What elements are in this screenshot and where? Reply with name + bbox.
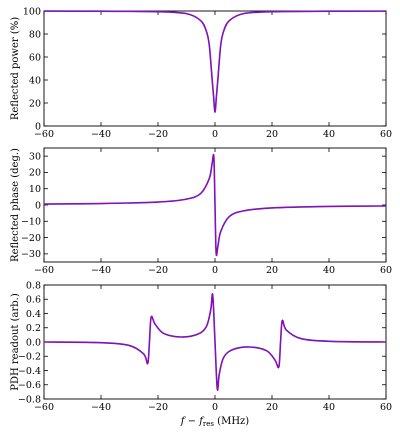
x-axis-label: f − fres (MHz) (180, 416, 250, 428)
y-tick-label-20: 20 (29, 168, 41, 179)
y-tick-label-0: 0 (35, 121, 41, 132)
series-line-shadow (43, 10, 387, 113)
panel-reflected-phase: −60 −40 −20 0 20 40 60 −30 −20 −10 0 10 20 30 Reflecte… (10, 147, 392, 276)
y-axis-label: Reflected phase (deg.) (10, 148, 21, 262)
x-tick-label-60: 60 (380, 402, 392, 413)
y-tick-label-0: 0 (35, 200, 41, 211)
x-tick-label-minus-60: −60 (34, 129, 54, 140)
x-tick-label-20: 20 (266, 402, 278, 413)
y-axis-label: PDH readout (arb.) (10, 293, 21, 391)
y-tick-label-0-4: 0.4 (26, 309, 41, 320)
y-tick-label-minus-10: −10 (21, 217, 41, 228)
y-tick-label-0-2: 0.2 (26, 323, 41, 334)
y-tick-label-minus-30: −30 (21, 249, 41, 260)
y-tick-label-minus-0-2: −0.2 (18, 352, 41, 363)
y-tick-label-60: 60 (29, 52, 41, 63)
x-tick-label-minus-20: −20 (148, 129, 168, 140)
x-tick-label-40: 40 (323, 402, 335, 413)
x-tick-label-minus-40: −40 (91, 402, 111, 413)
x-tick-label-40: 40 (323, 129, 335, 140)
y-tick-label-0-6: 0.6 (26, 295, 41, 306)
y-tick-label-0-0: 0.0 (26, 337, 41, 348)
y-tick-label-minus-0-6: −0.6 (18, 380, 41, 391)
y-axis-label: Reflected power (%) (10, 17, 21, 120)
x-tick-label-minus-60: −60 (34, 265, 54, 276)
x-tick-label-20: 20 (266, 265, 278, 276)
x-tick-label-minus-40: −40 (91, 129, 111, 140)
x-tick-label-20: 20 (266, 129, 278, 140)
x-tick-label-minus-20: −20 (148, 265, 168, 276)
y-tick-label-80: 80 (29, 29, 41, 40)
y-tick-label-minus-0-8: −0.8 (18, 394, 41, 405)
y-tick-label-40: 40 (29, 75, 41, 86)
y-tick-label-10: 10 (29, 184, 41, 195)
y-tick-label-minus-0-4: −0.4 (18, 366, 41, 377)
y-tick-label-30: 30 (29, 151, 41, 162)
series-line-0 (43, 154, 387, 256)
x-tick-label-60: 60 (380, 265, 392, 276)
y-tick-label-100: 100 (23, 6, 41, 17)
y-tick-label-0-8: 0.8 (26, 280, 41, 291)
y-tick-label-20: 20 (29, 98, 41, 109)
panel-pdh-readout: −60 −40 −20 0 20 40 60 −0.8 −0.6 −0.4 −0.2 0.0 0.2 0.… (10, 280, 392, 428)
series-line-0 (43, 10, 387, 113)
y-tick-label-minus-20: −20 (21, 233, 41, 244)
x-tick-label-minus-60: −60 (34, 402, 54, 413)
x-tick-label-0: 0 (212, 265, 218, 276)
x-tick-label-60: 60 (380, 129, 392, 140)
x-tick-label-0: 0 (212, 129, 218, 140)
series-line-0 (43, 293, 387, 391)
x-tick-label-minus-40: −40 (91, 265, 111, 276)
x-tick-label-0: 0 (212, 402, 218, 413)
x-tick-label-minus-20: −20 (148, 402, 168, 413)
x-tick-label-40: 40 (323, 265, 335, 276)
